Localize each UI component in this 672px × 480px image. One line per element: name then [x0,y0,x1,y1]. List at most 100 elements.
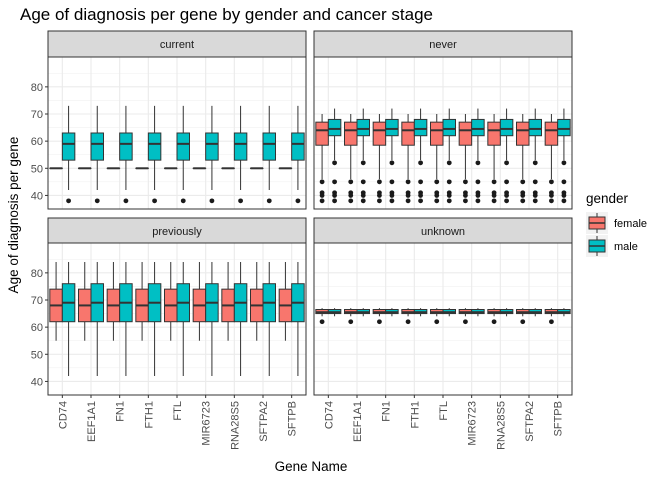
box-male-SFTPB [291,262,305,376]
outlier-point [360,160,366,166]
box-male-MIR6723 [205,262,219,376]
box-male-EEF1A1 [90,105,104,204]
facet-panel-never: never [313,30,573,210]
outlier-point [266,198,272,204]
box-iqr [557,118,571,137]
x-tick-label: EEF1A1 [86,401,98,442]
box-male-CD74 [61,105,76,204]
outlier-point [405,179,411,185]
box-male-FTL [442,308,456,317]
outlier-point [360,193,366,198]
box-female-MIR6723 [458,114,473,204]
box-male-SFTPA2 [528,308,542,317]
outlier-point [418,193,423,198]
box-iqr [176,132,190,161]
outlier-point [348,193,354,198]
box-male-EEF1A1 [90,262,104,376]
outlier-point [532,160,538,166]
facet-strip [313,30,573,58]
outlier-point [504,179,509,185]
outlier-point [152,198,157,204]
outlier-point [446,193,452,198]
x-tick-label: EEF1A1 [352,401,364,442]
box-male-EEF1A1 [356,108,370,204]
box-iqr [327,118,342,137]
outlier-point [504,160,509,166]
box-iqr [344,121,358,146]
y-tick-label: 60 [31,136,43,148]
outlier-point [418,160,423,166]
outlier-point [475,160,481,166]
outlier-point [549,193,554,198]
outlier-point [561,179,567,185]
box-female-FTL [164,262,178,341]
box-male-MIR6723 [471,108,485,204]
legend-item-female: female [586,212,647,234]
box-female-MIR6723 [458,308,473,325]
facet-panels: current 40 50 60 70 80 never previously 40 50 60 70… [31,30,573,450]
outlier-point [332,198,337,204]
outlier-point [377,319,382,325]
box-male-FN1 [119,105,133,204]
outlier-point [491,193,497,198]
box-male-FTL [442,108,456,204]
box-male-MIR6723 [205,105,219,204]
outlier-point [332,160,337,166]
outlier-point [418,198,423,204]
y-tick-label: 80 [31,268,43,280]
outlier-point [377,179,382,185]
outlier-point [549,179,554,185]
outlier-point [520,198,526,204]
box-male-RNA28S5 [499,108,514,204]
outlier-point [66,198,71,204]
box-female-SFTPB [544,308,559,325]
box-iqr [401,121,415,146]
x-tick-label: RNA28S5 [229,401,241,450]
x-tick-label: MIR6723 [467,401,479,446]
outlier-point [389,179,395,185]
box-iqr [90,132,104,161]
box-male-FTL [176,105,190,204]
box-iqr [205,132,219,161]
box-male-SFTPB [291,105,305,204]
facet-strip-label: current [160,39,194,51]
box-female-FTH1 [135,262,149,341]
outlier-point [475,193,481,198]
box-female-SFTPA2 [516,114,530,204]
outlier-point [348,198,354,204]
outlier-point [405,198,411,204]
outlier-point [463,179,468,185]
box-male-FN1 [385,308,399,317]
box-iqr [61,132,76,161]
box-male-RNA28S5 [233,105,248,204]
outlier-point [94,198,100,204]
box-iqr [119,132,133,161]
outlier-point [332,193,337,198]
box-male-FN1 [119,262,133,376]
outlier-point [561,160,567,166]
facet-panel-previously: previously 40 50 60 70 80 CD74 EEF1A1 FN1 FTH1 FTL… [31,217,307,450]
outlier-point [389,160,395,166]
box-female-SFTPA2 [250,262,264,341]
facet-strip-label: previously [152,226,202,238]
box-male-FTH1 [413,308,428,317]
box-female-SFTPB [544,114,559,204]
outlier-point [446,160,452,166]
outlier-point [295,198,301,204]
box-male-CD74 [61,262,76,376]
outlier-point [520,193,526,198]
outlier-point [463,198,468,204]
outlier-point [520,179,526,185]
box-male-RNA28S5 [499,308,514,317]
facet-strip-label: unknown [421,226,465,238]
outlier-point [405,193,411,198]
outlier-point [377,198,382,204]
box-female-RNA28S5 [221,262,235,341]
facet-strip [47,30,307,58]
outlier-point [532,193,538,198]
outlier-point [504,193,509,198]
box-iqr [458,121,473,146]
x-tick-label: RNA28S5 [495,401,507,450]
y-axis-label: Age of diagnosis per gene [6,137,21,294]
